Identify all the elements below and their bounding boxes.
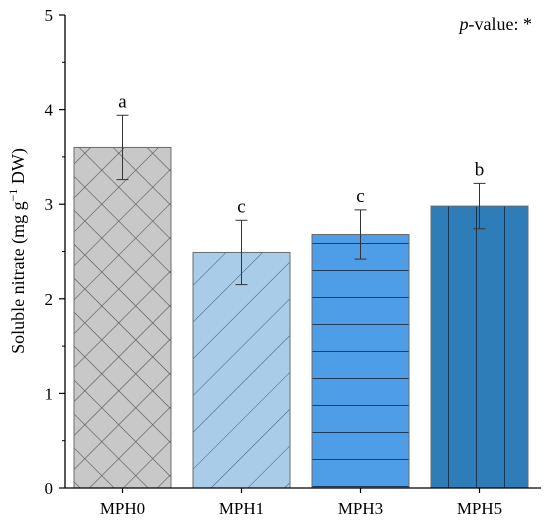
bar-mph3 [311, 233, 410, 489]
significance-letters-layer: a c c b [118, 91, 484, 217]
error-bar-mph5 [473, 182, 486, 230]
bar-mph0 [73, 146, 172, 489]
error-bar-mph1 [235, 219, 248, 286]
p-value-text: -value: * [469, 14, 532, 34]
y-tick-label: 5 [45, 6, 54, 25]
significance-letter-mph3: c [356, 186, 364, 207]
y-axis-label-suffix: DW) [8, 148, 29, 188]
y-axis-label-prefix: Soluble nitrate (mg g [8, 201, 29, 353]
error-bar-mph3 [354, 209, 367, 260]
x-tick-label-mph1: MPH1 [219, 499, 264, 518]
significance-letter-mph0: a [118, 91, 127, 112]
bar-mph5 [430, 205, 529, 489]
p-value-annotation: p-value: * [458, 14, 532, 34]
y-tick-label: 0 [45, 479, 54, 498]
bar-mph1 [192, 251, 291, 489]
axes-layer: MPH0 MPH1 MPH3 MPH5 0 1 2 3 4 5 [45, 6, 541, 518]
y-tick-label: 3 [45, 195, 54, 214]
y-axis-label: Soluble nitrate (mg g−1 DW) [6, 148, 29, 354]
y-axis-label-superscript: −1 [6, 189, 20, 202]
x-tick-label-mph5: MPH5 [457, 499, 502, 518]
error-bar-mph0 [116, 114, 129, 181]
p-value-italic: p [458, 14, 469, 34]
significance-letter-mph5: b [475, 159, 485, 180]
y-tick-label: 4 [45, 101, 54, 120]
significance-letter-mph1: c [237, 196, 245, 217]
x-tick-label-mph0: MPH0 [100, 499, 145, 518]
error-bars-layer [116, 114, 486, 286]
bars-layer [73, 146, 529, 489]
x-tick-label-mph3: MPH3 [338, 499, 383, 518]
y-tick-label: 2 [45, 290, 54, 309]
y-tick-label: 1 [45, 384, 54, 403]
